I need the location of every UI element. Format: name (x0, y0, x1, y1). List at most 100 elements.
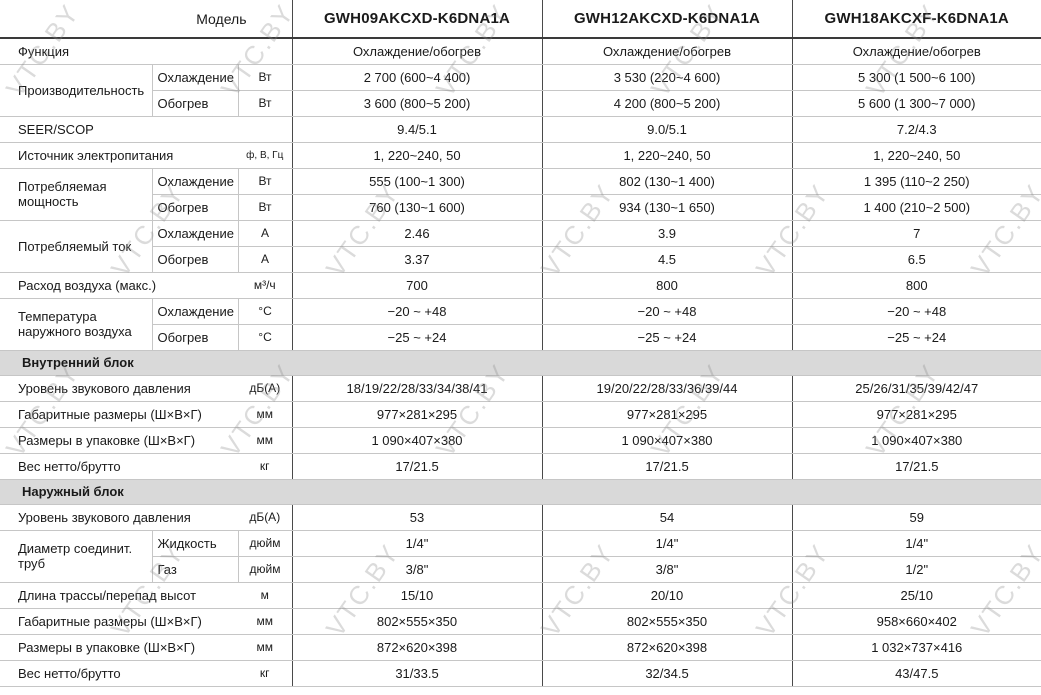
spec-row: Уровень звукового давления дБ(А) 18/19/22/… (0, 375, 1041, 402)
spec-row: Расход воздуха (макс.) м³/ч 700 800 800 (0, 272, 1041, 299)
param-sub: Охлаждение (151, 298, 238, 325)
param-unit: м³/ч (238, 272, 292, 299)
param-value-2: −20 ~ +48 (541, 298, 792, 325)
param-unit: дБ(А) (238, 375, 292, 402)
spec-row: Потребляемая мощность Охлаждение Вт 555 (10… (0, 168, 1041, 221)
param-value-2: 3.9 (541, 220, 792, 247)
param-unit: дюйм (237, 530, 292, 557)
param-unit: ф, В, Гц (238, 142, 292, 169)
param-name: Производительность (0, 64, 152, 117)
spec-row: Обогрев Вт 760 (130~1 600) 934 (130~1 650) 1… (0, 194, 1041, 221)
spec-row: Длина трассы/перепад высот м 15/10 20/10 25/… (0, 582, 1041, 609)
param-unit: А (237, 220, 292, 247)
param-unit: мм (238, 634, 292, 661)
param-name: Уровень звукового давления (0, 504, 238, 531)
param-name: Размеры в упаковке (Ш×В×Г) (0, 427, 238, 454)
param-value-2: 977×281×295 (541, 401, 792, 428)
model-name-2: GWH12AKCXD-K6DNA1A (541, 0, 792, 39)
param-name: Расход воздуха (макс.) (0, 272, 238, 299)
spec-row: Обогрев А 3.37 4.5 6.5 (0, 246, 1041, 273)
param-value-2: 800 (541, 272, 792, 299)
param-name: SEER/SCOP (0, 116, 238, 143)
param-value-3: 17/21.5 (791, 453, 1041, 480)
param-unit: Вт (237, 168, 292, 195)
param-unit: °С (237, 324, 292, 351)
param-value-1: 18/19/22/28/33/34/38/41 (291, 375, 542, 402)
param-unit: Вт (237, 64, 292, 91)
param-value-2: 4 200 (800~5 200) (541, 90, 792, 117)
param-value-2: 19/20/22/28/33/36/39/44 (541, 375, 792, 402)
param-value-1: 2 700 (600~4 400) (291, 64, 542, 91)
param-value-3: Охлаждение/обогрев (791, 38, 1041, 65)
param-value-3: 5 600 (1 300~7 000) (791, 90, 1041, 117)
param-value-3: 1 395 (110~2 250) (791, 168, 1041, 195)
param-value-1: 15/10 (291, 582, 542, 609)
param-value-3: 1, 220~240, 50 (791, 142, 1041, 169)
param-value-3: −20 ~ +48 (791, 298, 1041, 325)
param-unit: мм (238, 427, 292, 454)
param-sub: Обогрев (151, 246, 238, 273)
param-value-3: 800 (791, 272, 1041, 299)
param-value-2: 17/21.5 (541, 453, 792, 480)
param-value-3: 43/47.5 (791, 660, 1041, 687)
param-value-2: Охлаждение/обогрев (541, 38, 792, 65)
param-value-1: 1, 220~240, 50 (291, 142, 542, 169)
spec-row: Габаритные размеры (Ш×В×Г) мм 977×281×295 9… (0, 401, 1041, 428)
param-name: Габаритные размеры (Ш×В×Г) (0, 608, 238, 635)
param-value-2: 32/34.5 (541, 660, 792, 687)
param-value-3: 1/2" (791, 556, 1041, 583)
param-unit: мм (238, 608, 292, 635)
param-value-1: 872×620×398 (291, 634, 542, 661)
param-value-2: 872×620×398 (541, 634, 792, 661)
param-sub: Охлаждение (151, 64, 238, 91)
param-value-1: 31/33.5 (291, 660, 542, 687)
spec-row: Обогрев Вт 3 600 (800~5 200) 4 200 (800~5 2… (0, 90, 1041, 117)
param-sub: Обогрев (151, 90, 238, 117)
param-value-1: −20 ~ +48 (291, 298, 542, 325)
param-value-1: Охлаждение/обогрев (291, 38, 542, 65)
param-sub: Жидкость (151, 530, 238, 557)
param-value-2: 1/4" (541, 530, 792, 557)
param-sub: Охлаждение (151, 220, 238, 247)
param-value-2: 802 (130~1 400) (541, 168, 792, 195)
spec-row: Уровень звукового давления дБ(А) 53 54 59 (0, 504, 1041, 531)
spec-row: Вес нетто/брутто кг 31/33.5 32/34.5 43/47.5 (0, 660, 1041, 687)
param-name: Функция (0, 38, 238, 65)
param-value-3: 7.2/4.3 (791, 116, 1041, 143)
param-value-1: 977×281×295 (291, 401, 542, 428)
model-name-3: GWH18AKCXF-K6DNA1A (791, 0, 1041, 39)
header-row: Модель GWH09AKCXD-K6DNA1A GWH12AKCXD-K6D… (0, 0, 1041, 39)
param-value-1: 3 600 (800~5 200) (291, 90, 542, 117)
param-name: Вес нетто/брутто (0, 660, 238, 687)
param-unit: °С (237, 298, 292, 325)
param-value-3: 7 (791, 220, 1041, 247)
spec-row: Потребляемый ток Охлаждение А 2.46 3.9 7 (0, 220, 1041, 273)
spec-row: Обогрев °С −25 ~ +24 −25 ~ +24 −25 ~ +24 (0, 324, 1041, 351)
spec-table-header: Модель GWH09AKCXD-K6DNA1A GWH12AKCXD-K6D… (0, 0, 1041, 39)
param-value-1: 760 (130~1 600) (291, 194, 542, 221)
param-value-1: 700 (291, 272, 542, 299)
param-value-3: 5 300 (1 500~6 100) (791, 64, 1041, 91)
param-unit (238, 38, 292, 65)
param-value-3: 59 (791, 504, 1041, 531)
param-name: Длина трассы/перепад высот (0, 582, 238, 609)
param-name: Источник электропитания (0, 142, 238, 169)
param-value-2: 934 (130~1 650) (541, 194, 792, 221)
spec-row: Габаритные размеры (Ш×В×Г) мм 802×555×350 8… (0, 608, 1041, 635)
param-name: Вес нетто/брутто (0, 453, 238, 480)
param-sub: Обогрев (151, 324, 238, 351)
param-value-1: 3/8" (291, 556, 542, 583)
param-sub: Обогрев (151, 194, 238, 221)
param-value-2: 9.0/5.1 (541, 116, 792, 143)
section-row: Внутренний блок (0, 350, 1041, 376)
param-value-3: 958×660×402 (791, 608, 1041, 635)
spec-row: Размеры в упаковке (Ш×В×Г) мм 1 090×407×38… (0, 427, 1041, 454)
param-value-3: 1 090×407×380 (791, 427, 1041, 454)
spec-row: Функция Охлаждение/обогрев Охлаждение/обог… (0, 38, 1041, 65)
param-value-2: 3 530 (220~4 600) (541, 64, 792, 91)
param-name: Потребляемая мощность (0, 168, 152, 221)
param-name: Размеры в упаковке (Ш×В×Г) (0, 634, 238, 661)
section-label: Внутренний блок (0, 350, 1041, 376)
spec-row: Производительность Охлаждение Вт 2 700 (600… (0, 64, 1041, 117)
